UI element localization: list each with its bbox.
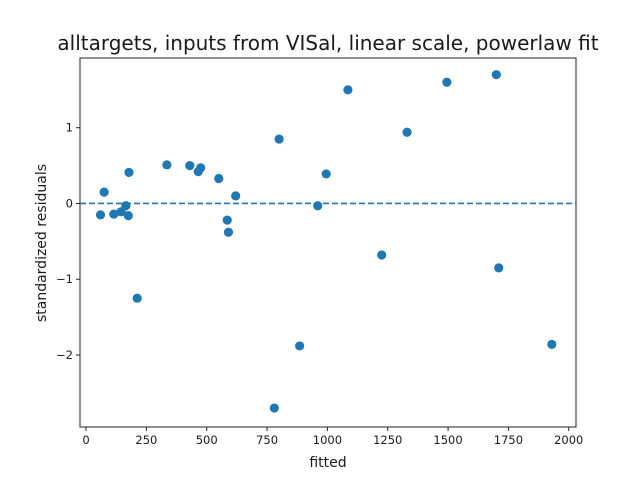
data-point — [99, 187, 109, 197]
y-axis-label: standardized residuals — [34, 164, 50, 322]
data-point — [321, 169, 331, 179]
data-point — [547, 339, 557, 350]
data-point — [313, 201, 323, 211]
x-axis-label: fitted — [309, 455, 346, 471]
data-points — [95, 70, 557, 413]
data-point — [196, 163, 206, 173]
plot-area-frame — [79, 57, 577, 428]
x-tick-label: 0 — [82, 433, 89, 447]
data-point — [162, 160, 172, 170]
data-point — [222, 215, 232, 225]
data-point — [231, 191, 241, 201]
y-tick-label: 1 — [66, 121, 73, 135]
x-tick-label: 1500 — [433, 433, 462, 447]
data-point — [274, 134, 284, 144]
data-point — [123, 211, 133, 221]
data-point — [295, 341, 305, 351]
data-point — [223, 227, 234, 237]
data-point — [377, 250, 387, 260]
data-point — [494, 263, 504, 273]
data-point — [442, 77, 452, 87]
chart-title: alltargets, inputs from VISal, linear sc… — [57, 31, 598, 55]
y-axis: −2 −1 0 1 — [56, 121, 80, 362]
data-point — [109, 209, 119, 219]
data-point — [214, 173, 224, 184]
x-tick-label: 750 — [256, 433, 278, 447]
x-tick-label: 1250 — [373, 433, 402, 447]
x-tick-label: 250 — [135, 433, 157, 447]
data-point — [185, 160, 195, 171]
data-point — [132, 293, 142, 303]
data-point — [124, 167, 134, 178]
y-tick-label: −2 — [56, 348, 73, 362]
x-tick-label: 1000 — [313, 433, 342, 447]
data-point — [121, 201, 131, 211]
y-tick-label: 0 — [66, 196, 73, 210]
data-point — [95, 210, 106, 220]
data-point — [402, 127, 412, 137]
x-tick-label: 1750 — [494, 433, 523, 447]
y-tick-label: −1 — [56, 272, 73, 286]
data-point — [269, 403, 279, 413]
x-axis: 0 250 500 750 1000 1250 1500 1750 2000 — [82, 427, 583, 447]
x-tick-label: 500 — [196, 433, 218, 447]
data-point — [343, 85, 353, 95]
data-point — [491, 70, 501, 80]
x-tick-label: 2000 — [554, 433, 583, 447]
